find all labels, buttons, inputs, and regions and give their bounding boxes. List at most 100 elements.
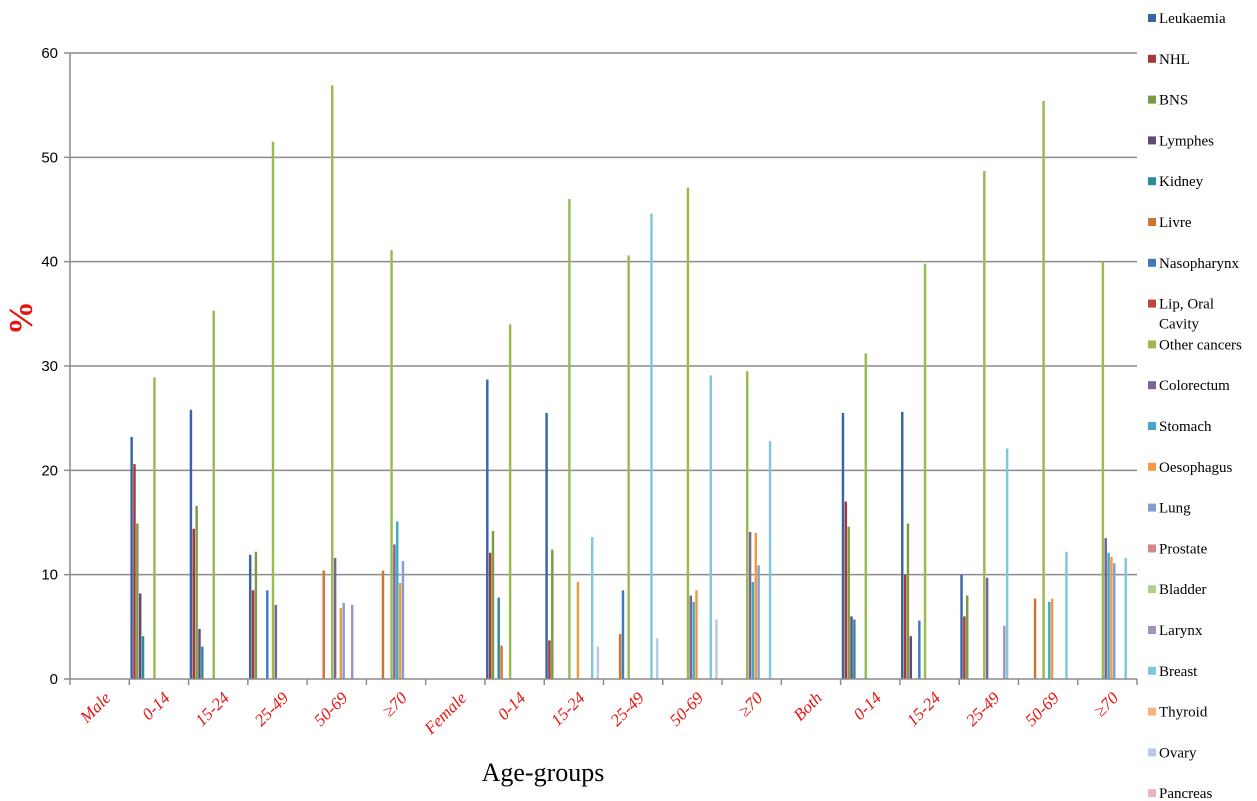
bar — [274, 604, 278, 679]
bar — [985, 577, 989, 679]
x-tick-label: 50-69 — [1021, 688, 1063, 730]
legend-swatch — [1148, 666, 1156, 675]
legend-label: BNS — [1159, 93, 1188, 109]
bar — [251, 590, 255, 679]
legend-swatch — [1148, 626, 1156, 634]
axes — [64, 52, 1138, 685]
legend-swatch — [1148, 95, 1156, 104]
bar — [136, 523, 139, 679]
x-tick-label: Both — [790, 688, 826, 724]
legend-label: Other cancers — [1159, 337, 1242, 353]
legend-swatch — [1148, 258, 1156, 267]
bar — [903, 574, 907, 679]
bar — [153, 377, 156, 679]
x-tick-label: Female — [420, 688, 471, 739]
bar — [486, 379, 489, 679]
legend-label: Thyroid — [1159, 705, 1208, 721]
x-tick-label: 0-14 — [494, 688, 530, 724]
legend-swatch — [1148, 789, 1156, 798]
bar — [568, 199, 571, 680]
bar — [551, 549, 554, 679]
bar — [333, 557, 337, 679]
x-tick-label: 25-49 — [606, 688, 648, 730]
legend-label: Lymphes — [1159, 133, 1214, 149]
bar — [500, 645, 503, 679]
x-tick-label: 50-69 — [666, 688, 708, 730]
bar — [130, 436, 133, 679]
bar — [906, 523, 910, 679]
bar — [390, 250, 393, 679]
legend-swatch — [1148, 299, 1156, 308]
bar — [618, 634, 622, 679]
legend-label: Leukaemia — [1159, 11, 1226, 27]
bar — [923, 263, 927, 679]
bar — [745, 371, 749, 679]
x-axis-label: Age-groups — [482, 758, 605, 787]
bar — [254, 551, 258, 679]
legend-swatch — [1148, 585, 1156, 594]
bar — [393, 544, 396, 679]
bar — [1104, 538, 1107, 679]
x-tick-label: Male — [76, 688, 115, 727]
x-tick-label: 25-49 — [962, 688, 1004, 730]
legend-label: NHL — [1159, 52, 1190, 68]
bar — [1048, 601, 1051, 679]
bar — [381, 570, 385, 679]
bar — [1101, 261, 1105, 679]
legend-swatch — [1148, 503, 1156, 512]
bar — [709, 375, 712, 679]
bar — [853, 619, 856, 679]
legend-label: Prostate — [1159, 541, 1208, 557]
x-tick-labels: Male 0-14 15-24 25-49 50-69 ≥70 Female 0-14 15-2… — [76, 688, 1123, 739]
legend-swatch — [1148, 14, 1156, 22]
legend-swatch — [1148, 748, 1156, 757]
legend-label: Pancreas — [1159, 786, 1212, 801]
x-tick-label: 15-24 — [547, 688, 589, 730]
bar — [960, 574, 963, 679]
y-tick-label: 0 — [50, 671, 58, 688]
bar — [748, 531, 752, 679]
bar — [576, 581, 580, 679]
bar — [548, 640, 551, 679]
bar — [627, 255, 630, 679]
legend-label: Breast — [1159, 664, 1198, 680]
bar — [195, 505, 198, 679]
x-tick-label: 0-14 — [850, 688, 886, 724]
bar — [266, 590, 269, 679]
bar — [271, 141, 275, 679]
y-tick-labels: 0 10 20 30 40 50 60 — [41, 45, 58, 688]
y-tick-label: 20 — [41, 462, 58, 479]
y-tick-label: 50 — [41, 149, 58, 166]
bar — [322, 570, 325, 679]
bar — [396, 521, 399, 679]
legend-swatch — [1148, 544, 1156, 553]
legend-swatch — [1148, 177, 1156, 186]
bar — [138, 593, 142, 679]
bar — [692, 601, 695, 679]
bar — [212, 310, 215, 679]
legend-swatch — [1148, 462, 1156, 471]
bar — [757, 565, 760, 679]
bar — [695, 590, 698, 679]
legend-swatch — [1148, 381, 1156, 390]
y-tick-label: 60 — [41, 45, 58, 62]
bar — [192, 528, 195, 679]
x-tick-label: ≥70 — [1090, 688, 1122, 720]
bar — [198, 628, 201, 679]
legend-swatch — [1148, 136, 1156, 145]
bar — [545, 412, 548, 679]
x-tick-label: 0-14 — [138, 688, 174, 724]
bar — [650, 213, 653, 679]
legend: Leukaemia NHL BNS Lymphes Kidney Livre Nasopha… — [1148, 11, 1242, 801]
legend-swatch — [1148, 54, 1156, 63]
legend-label: Stomach — [1159, 419, 1212, 435]
bar — [963, 616, 966, 679]
bar — [189, 409, 193, 679]
bar — [841, 412, 845, 679]
bar — [1005, 448, 1009, 679]
x-tick-label: ≥70 — [734, 688, 766, 720]
gridlines — [70, 52, 1137, 576]
bar — [141, 636, 145, 679]
x-tick-label: 15-24 — [903, 688, 945, 730]
legend-label: Ovary — [1159, 745, 1197, 761]
